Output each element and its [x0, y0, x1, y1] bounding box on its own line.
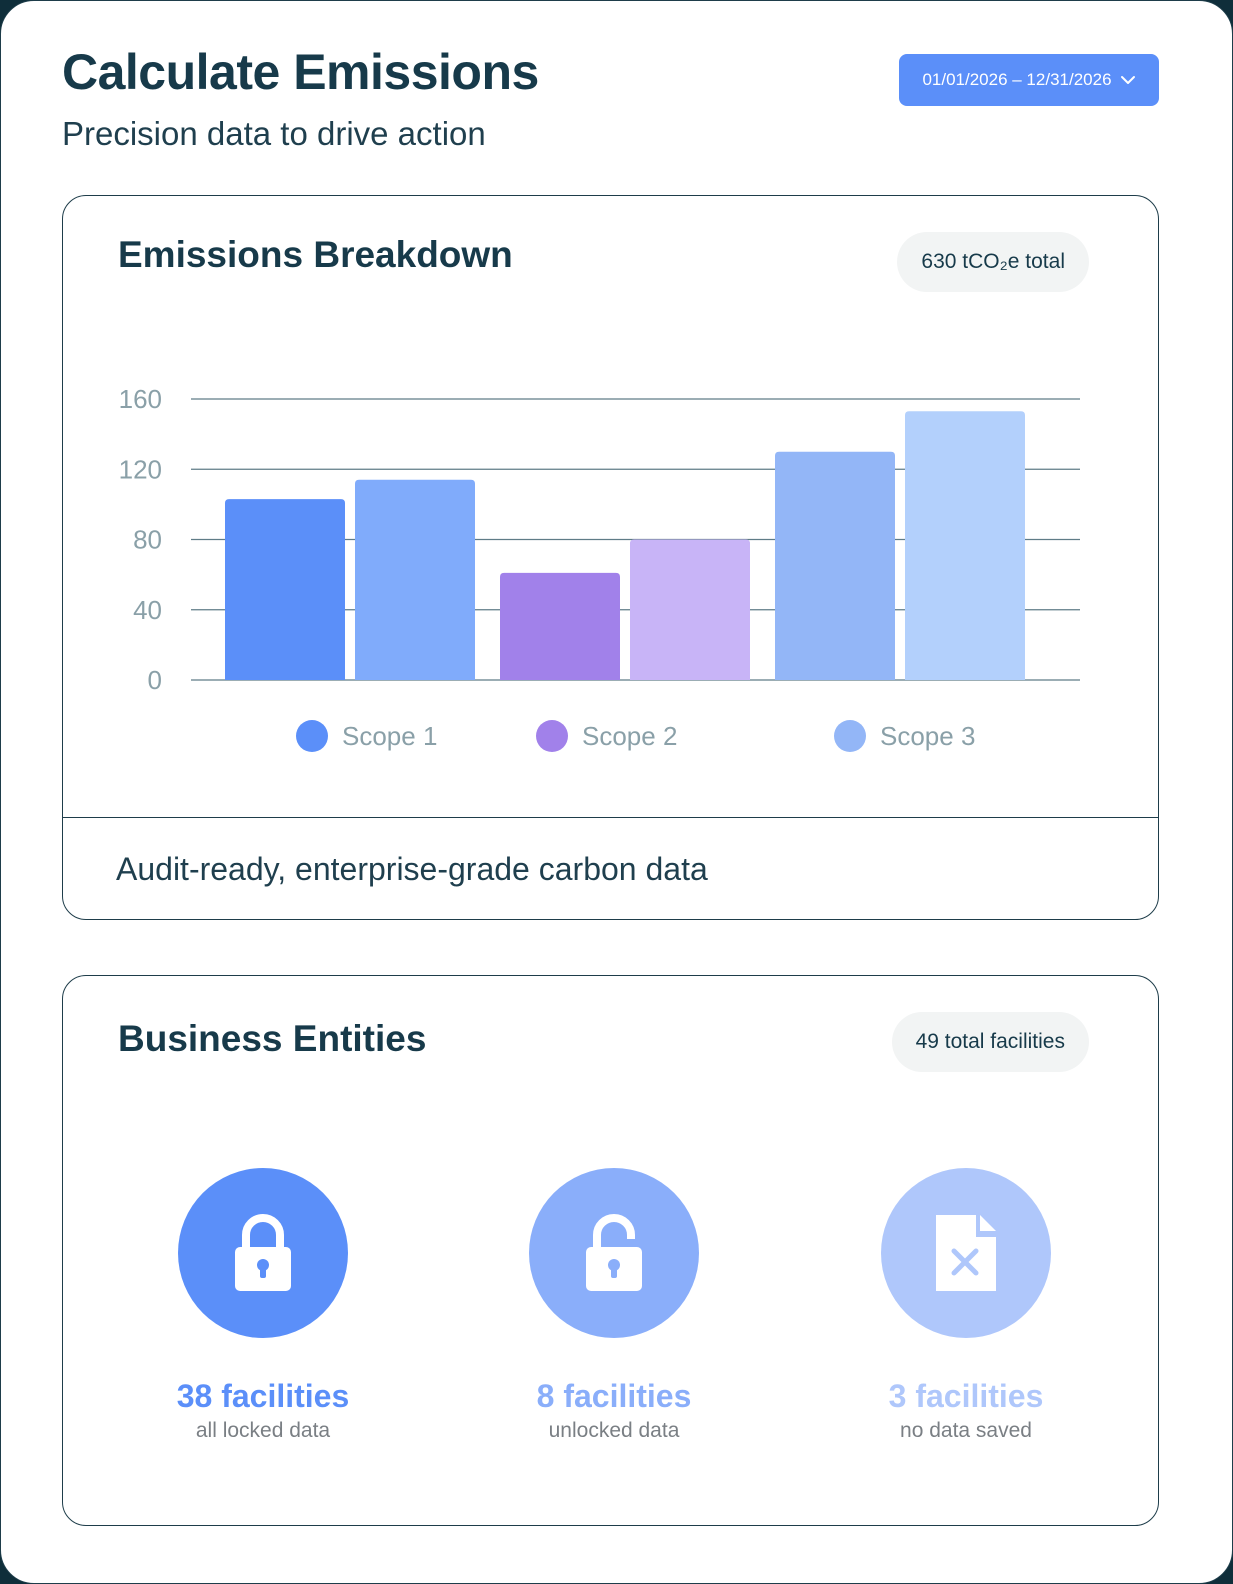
y-tick-label: 120 [119, 454, 162, 484]
entity-no-data-count: 3 facilities [888, 1378, 1044, 1414]
bar-scope-1-1[interactable] [225, 499, 345, 680]
legend-swatch [536, 720, 568, 752]
date-range-dropdown[interactable]: 01/01/2026 – 12/31/2026 [899, 54, 1159, 106]
file-x-icon [936, 1215, 996, 1291]
unlock-icon [586, 1214, 642, 1291]
y-tick-label: 0 [148, 665, 162, 695]
business-entities-title: Business Entities [118, 1018, 427, 1059]
legend-swatch [834, 720, 866, 752]
entity-locked-count: 38 facilities [176, 1378, 350, 1414]
legend-swatch [296, 720, 328, 752]
bar-scope-2-1[interactable] [500, 572, 620, 680]
y-tick-label: 160 [119, 384, 162, 414]
y-tick-label: 40 [133, 595, 162, 625]
total-facilities-badge: 49 total facilities [891, 1012, 1089, 1072]
bar-scope-2-2[interactable] [630, 539, 750, 681]
breakdown-footer: Audit-ready, enterprise-grade carbon dat… [63, 817, 1158, 919]
lock-icon [235, 1214, 291, 1291]
entity-no-data-circle [881, 1168, 1051, 1338]
entity-no-data-desc: no data saved [900, 1419, 1032, 1442]
legend-label: Scope 3 [880, 721, 975, 751]
total-emissions-badge: 630 tCO₂e total [897, 232, 1089, 292]
emissions-breakdown-title: Emissions Breakdown [118, 234, 513, 275]
business-entities-card: Business Entities 49 total facilities 38… [62, 975, 1159, 1526]
entity-unlocked[interactable]: 8 facilities unlocked data [504, 1168, 724, 1443]
date-range-label: 01/01/2026 – 12/31/2026 [922, 70, 1112, 89]
emissions-breakdown-card: Emissions Breakdown 630 tCO₂e total 0 40 8… [62, 195, 1159, 920]
page-title: Calculate Emissions [62, 44, 539, 100]
bar-scope-1-2[interactable] [355, 479, 475, 680]
chevron-down-icon [1120, 76, 1135, 84]
page-subtitle: Precision data to drive action [62, 115, 486, 152]
entity-no-data[interactable]: 3 facilities no data saved [856, 1168, 1076, 1443]
entity-unlocked-desc: unlocked data [548, 1419, 680, 1442]
entity-unlocked-circle [529, 1168, 699, 1338]
entity-unlocked-count: 8 facilities [536, 1378, 692, 1414]
bar-scope-3-1[interactable] [775, 451, 895, 680]
legend-label: Scope 1 [342, 721, 437, 751]
emissions-bar-chart: 0 40 80 120 160 Scope 1 Scope 2 Scope 3 [119, 384, 1080, 752]
breakdown-footer-text: Audit-ready, enterprise-grade carbon dat… [116, 851, 708, 887]
entity-locked-circle [178, 1168, 348, 1338]
entity-locked-desc: all locked data [195, 1419, 331, 1442]
entity-locked[interactable]: 38 facilities all locked data [153, 1168, 373, 1443]
bar-scope-3-2[interactable] [905, 411, 1025, 680]
legend-label: Scope 2 [582, 721, 677, 751]
y-tick-label: 80 [133, 525, 162, 555]
